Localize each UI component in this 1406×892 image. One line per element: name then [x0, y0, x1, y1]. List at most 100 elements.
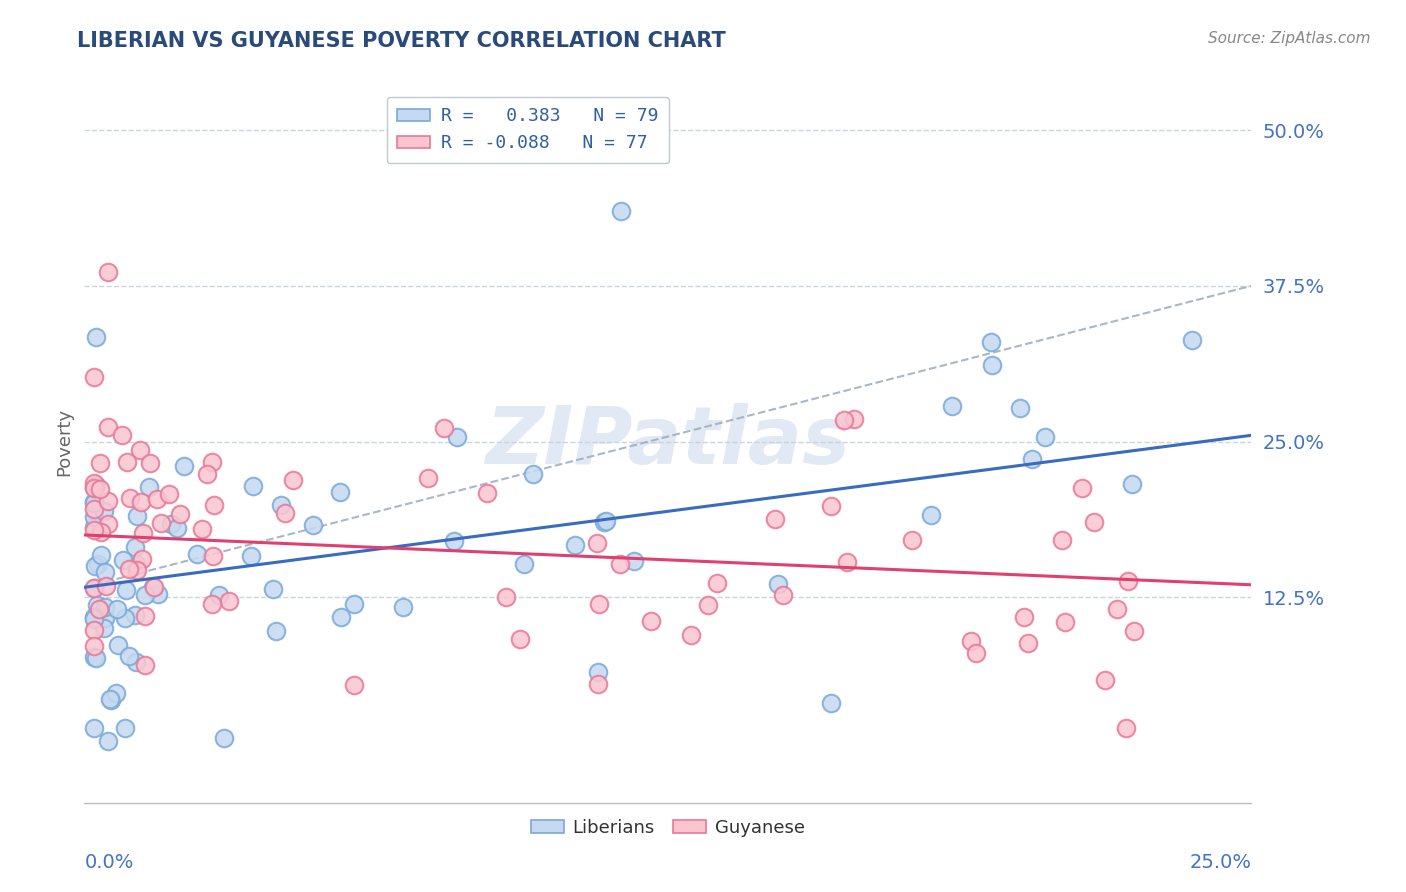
Point — [513, 557, 536, 571]
Point — [772, 589, 794, 603]
Point — [586, 665, 609, 679]
Point — [83, 502, 105, 516]
Point — [118, 491, 141, 506]
Point — [125, 655, 148, 669]
Point — [1012, 610, 1035, 624]
Point — [93, 611, 115, 625]
Point — [329, 609, 352, 624]
Point — [114, 721, 136, 735]
Point — [1181, 333, 1204, 347]
Point — [640, 614, 662, 628]
Point — [89, 456, 111, 470]
Point — [844, 412, 866, 426]
Point — [97, 419, 120, 434]
Point — [588, 597, 610, 611]
Point — [134, 658, 156, 673]
Point — [83, 523, 105, 537]
Point — [83, 520, 105, 534]
Point — [166, 521, 188, 535]
Point — [87, 602, 110, 616]
Point — [83, 481, 105, 495]
Point — [1118, 574, 1140, 588]
Point — [83, 649, 105, 664]
Point — [1121, 476, 1143, 491]
Point — [134, 588, 156, 602]
Point — [111, 553, 134, 567]
Point — [157, 487, 180, 501]
Point — [941, 399, 963, 413]
Point — [1021, 451, 1043, 466]
Point — [89, 482, 111, 496]
Point — [93, 600, 115, 615]
Point — [1033, 430, 1056, 444]
Point — [105, 601, 128, 615]
Point — [239, 549, 262, 563]
Point — [965, 646, 987, 660]
Point — [90, 548, 112, 562]
Point — [586, 535, 609, 549]
Point — [623, 554, 645, 568]
Point — [114, 610, 136, 624]
Point — [83, 610, 105, 624]
Point — [125, 563, 148, 577]
Point — [98, 692, 121, 706]
Point — [681, 627, 703, 641]
Point — [477, 485, 499, 500]
Y-axis label: Poverty: Poverty — [55, 408, 73, 475]
Point — [610, 204, 633, 219]
Text: LIBERIAN VS GUYANESE POVERTY CORRELATION CHART: LIBERIAN VS GUYANESE POVERTY CORRELATION… — [77, 31, 725, 51]
Point — [706, 576, 728, 591]
Legend: Liberians, Guyanese: Liberians, Guyanese — [524, 812, 811, 845]
Point — [83, 639, 105, 653]
Point — [131, 552, 153, 566]
Point — [820, 499, 842, 513]
Point — [84, 651, 107, 665]
Point — [83, 476, 105, 491]
Point — [159, 516, 181, 531]
Point — [124, 540, 146, 554]
Point — [522, 467, 544, 481]
Point — [125, 558, 148, 572]
Text: 25.0%: 25.0% — [1189, 853, 1251, 871]
Point — [195, 467, 218, 482]
Point — [111, 428, 134, 442]
Point — [84, 477, 107, 491]
Point — [270, 499, 292, 513]
Point — [960, 633, 983, 648]
Point — [129, 443, 152, 458]
Point — [105, 686, 128, 700]
Point — [83, 494, 105, 508]
Point — [142, 581, 165, 595]
Point — [132, 525, 155, 540]
Point — [264, 624, 287, 639]
Point — [93, 621, 115, 635]
Point — [593, 515, 616, 529]
Point — [820, 696, 842, 710]
Point — [201, 549, 224, 564]
Point — [509, 632, 531, 646]
Point — [433, 421, 456, 435]
Point — [214, 731, 236, 745]
Point — [143, 580, 166, 594]
Point — [118, 648, 141, 663]
Point — [86, 598, 108, 612]
Point — [920, 508, 942, 522]
Point — [87, 557, 110, 571]
Point — [83, 369, 105, 384]
Point — [124, 607, 146, 622]
Point — [173, 458, 195, 473]
Point — [443, 534, 465, 549]
Point — [96, 579, 118, 593]
Text: Source: ZipAtlas.com: Source: ZipAtlas.com — [1208, 31, 1371, 46]
Point — [83, 582, 105, 596]
Point — [202, 498, 225, 512]
Point — [1115, 721, 1137, 735]
Point — [83, 559, 105, 574]
Point — [495, 591, 517, 605]
Point — [134, 608, 156, 623]
Point — [146, 491, 169, 506]
Point — [262, 582, 284, 596]
Point — [186, 547, 208, 561]
Point — [766, 577, 789, 591]
Point — [93, 503, 115, 517]
